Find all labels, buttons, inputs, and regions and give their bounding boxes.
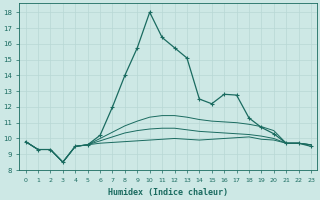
- X-axis label: Humidex (Indice chaleur): Humidex (Indice chaleur): [108, 188, 228, 197]
